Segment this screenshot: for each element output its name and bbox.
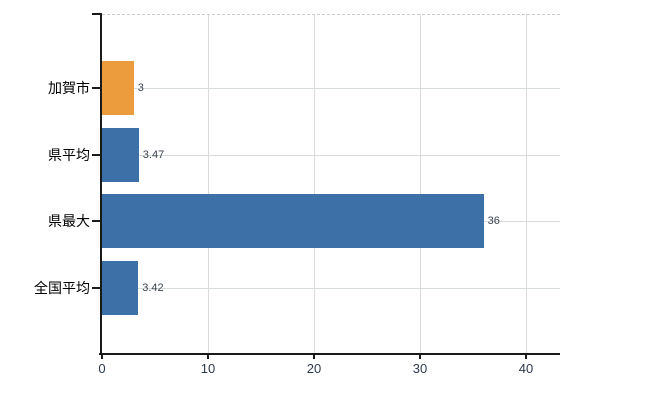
x-axis-line	[99, 353, 560, 355]
plot-top-boundary-line	[102, 14, 560, 15]
bar-value-label: 3.47	[142, 148, 165, 161]
y-axis-tick	[92, 220, 102, 223]
x-gridline	[314, 14, 315, 353]
x-tick-label: 40	[518, 361, 534, 376]
y-axis-line	[100, 13, 102, 355]
category-label: 県最大	[48, 213, 90, 230]
bar-value-label: 3.42	[142, 281, 164, 294]
bar-value-label: 36	[487, 215, 500, 228]
category-gridline	[102, 88, 560, 89]
category-gridline	[102, 154, 560, 156]
y-axis-tick	[92, 153, 102, 156]
x-axis-tick	[313, 353, 315, 359]
x-tick-label: 20	[306, 361, 322, 376]
category-label: 県平均	[48, 146, 90, 163]
category-label: 全国平均	[34, 279, 90, 296]
y-axis-top-tick	[92, 13, 102, 15]
data-bar	[102, 61, 134, 115]
x-gridline	[526, 14, 527, 353]
x-axis-tick	[525, 353, 527, 359]
x-tick-label: 10	[200, 361, 216, 376]
category-gridline	[102, 287, 560, 289]
x-gridline	[208, 14, 209, 353]
x-axis-tick	[207, 353, 209, 359]
y-axis-tick	[92, 286, 102, 289]
x-gridline	[420, 14, 421, 353]
bar-value-label: 3	[137, 82, 144, 94]
data-bar	[102, 260, 139, 315]
data-bar	[102, 127, 139, 182]
x-tick-label: 30	[412, 361, 428, 376]
x-axis-tick	[101, 353, 103, 359]
data-bar	[102, 194, 484, 249]
x-tick-label: 0	[98, 361, 106, 376]
category-label: 加賀市	[48, 80, 90, 96]
y-axis-tick	[92, 87, 102, 89]
x-axis-tick	[419, 353, 421, 359]
